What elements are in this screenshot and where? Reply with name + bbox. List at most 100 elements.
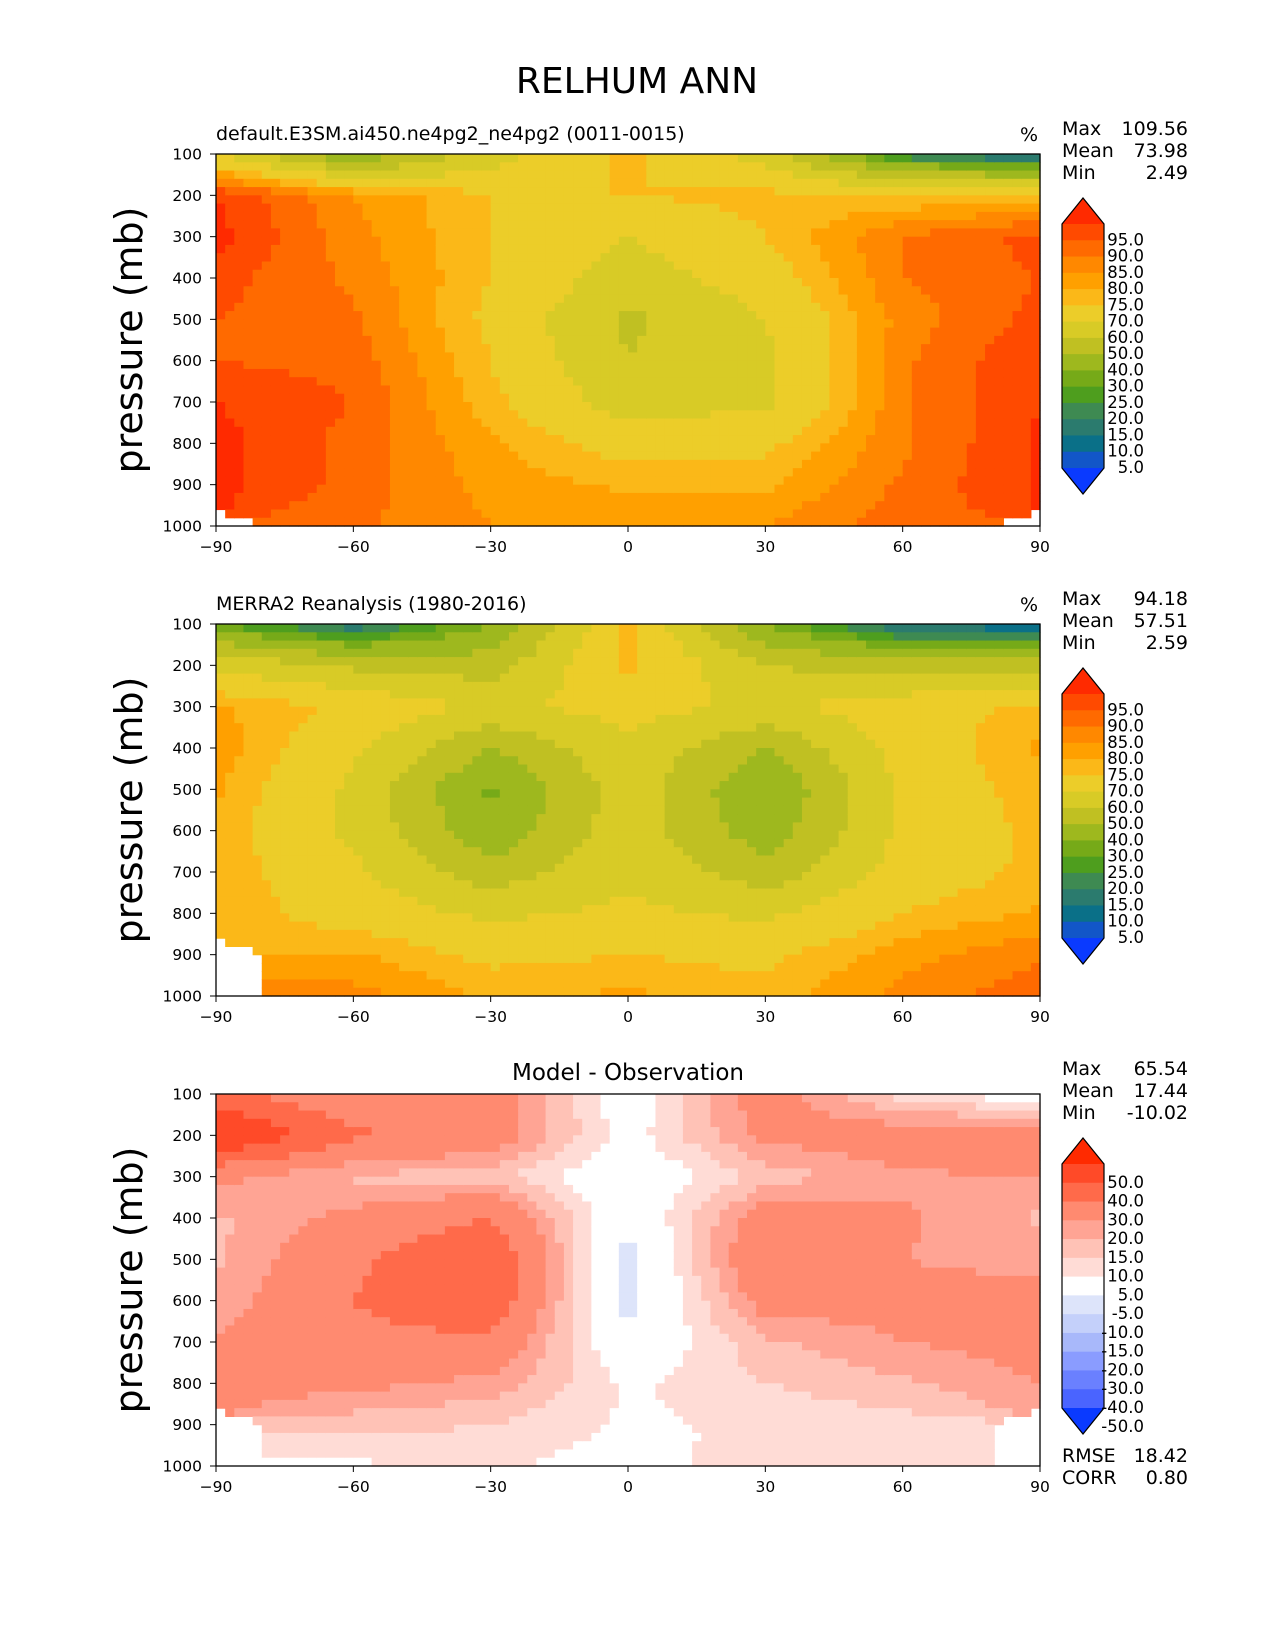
field-cell <box>710 402 721 411</box>
field-cell <box>499 203 510 213</box>
field-cell <box>243 681 254 691</box>
field-cell <box>710 377 721 387</box>
field-cell <box>563 368 574 378</box>
field-cell <box>609 203 620 213</box>
field-cell <box>618 410 629 420</box>
field-cell <box>710 484 721 494</box>
field-cell <box>216 847 226 857</box>
field-cell <box>820 385 831 395</box>
field-cell <box>380 913 391 923</box>
field-cell <box>600 311 611 320</box>
field-cell <box>280 971 290 981</box>
field-cell <box>518 509 528 519</box>
field-cell <box>838 220 849 229</box>
field-cell <box>380 211 391 221</box>
field-cell <box>472 178 483 188</box>
field-cell <box>765 236 776 246</box>
field-cell <box>719 278 730 287</box>
field-cell <box>252 492 263 502</box>
field-cell <box>774 443 785 453</box>
field-cell <box>701 253 711 263</box>
field-cell <box>920 360 931 370</box>
field-cell <box>838 393 849 403</box>
field-cell <box>591 484 602 494</box>
field-cell <box>765 335 776 345</box>
field-cell <box>261 178 272 188</box>
field-cell <box>298 971 309 981</box>
field-cell <box>838 294 849 304</box>
field-cell <box>582 154 592 163</box>
field-cell <box>591 244 602 254</box>
field-cell <box>692 509 702 519</box>
field-cell <box>380 236 391 246</box>
field-cell <box>792 426 803 436</box>
field-cell <box>316 468 327 477</box>
field-cell <box>893 443 904 453</box>
field-cell <box>1003 402 1014 411</box>
field-cell <box>994 451 1004 461</box>
field-cell <box>655 459 666 469</box>
field-cell <box>344 178 354 188</box>
field-cell <box>774 236 785 246</box>
field-cell <box>618 187 629 196</box>
field-cell <box>637 261 647 271</box>
field-cell <box>747 484 757 494</box>
field-cell <box>1021 377 1032 387</box>
field-cell <box>261 360 272 370</box>
field-cell <box>325 805 336 815</box>
field-cell <box>316 220 327 229</box>
field-cell <box>444 393 455 403</box>
field-cell <box>975 244 986 254</box>
field-cell <box>344 203 354 213</box>
field-cell <box>316 344 327 353</box>
field-cell <box>582 368 592 378</box>
field-cell <box>765 294 776 304</box>
field-cell <box>289 319 299 329</box>
field-cell <box>856 319 867 329</box>
field-cell <box>719 261 730 271</box>
field-cell <box>307 962 318 972</box>
field-cell <box>362 517 373 527</box>
field-cell <box>426 410 437 420</box>
field-cell <box>490 352 501 362</box>
field-cell <box>765 178 776 188</box>
field-cell <box>975 335 986 345</box>
field-cell <box>966 269 977 279</box>
field-cell <box>408 253 419 263</box>
field-cell <box>582 203 592 213</box>
field-cell <box>728 261 739 271</box>
field-cell <box>600 228 611 238</box>
field-cell <box>600 377 611 387</box>
field-cell <box>893 302 904 312</box>
field-cell <box>280 888 290 898</box>
field-cell <box>536 253 547 263</box>
field-cell <box>765 344 776 353</box>
field-cell <box>673 236 684 246</box>
field-cell <box>389 236 400 246</box>
field-cell <box>298 698 309 708</box>
field-cell <box>362 979 373 989</box>
field-cell <box>234 410 245 420</box>
field-cell <box>957 244 968 254</box>
field-cell <box>353 335 364 345</box>
field-cell <box>692 211 702 221</box>
field-cell <box>884 517 895 527</box>
field-cell <box>472 468 483 477</box>
field-cell <box>747 187 757 196</box>
field-cell <box>957 278 968 287</box>
x-tick-label: −90 <box>200 538 233 556</box>
field-cell <box>646 426 657 436</box>
field-cell <box>435 418 446 428</box>
field-cell <box>399 352 409 362</box>
field-cell <box>353 468 364 477</box>
field-cell <box>911 443 922 453</box>
field-cell <box>435 311 446 320</box>
field-cell <box>362 880 373 890</box>
field-cell <box>774 335 785 345</box>
field-cell <box>261 880 272 890</box>
field-cell <box>783 492 794 502</box>
field-cell <box>783 253 794 263</box>
field-cell <box>838 451 849 461</box>
field-cell <box>829 451 840 461</box>
field-cell <box>298 690 309 699</box>
